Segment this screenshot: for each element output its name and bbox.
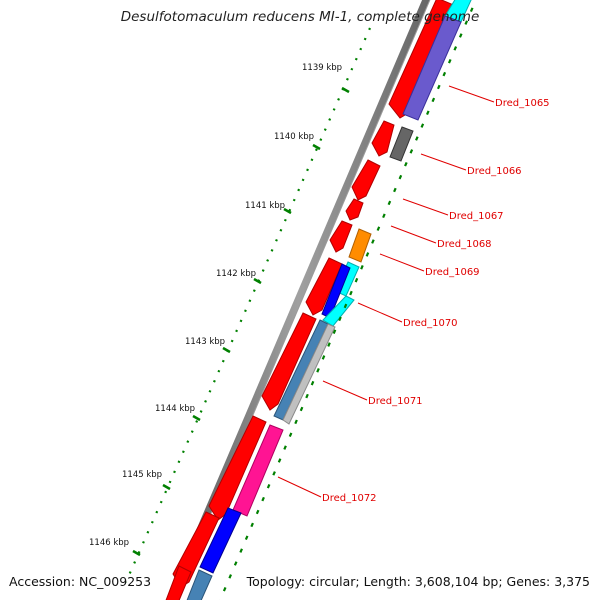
leader-line (390, 225, 437, 244)
tick-mark (312, 143, 321, 151)
tick-mark (341, 86, 350, 94)
leader-lines (277, 85, 495, 498)
cds-arrow (345, 198, 364, 221)
gene-label-dred-1071: Dred_1071 (368, 396, 423, 407)
cds-arrow (329, 220, 353, 253)
tick-mark (253, 277, 262, 285)
feature-bar-gray (389, 126, 414, 162)
gene-label-dred-1069: Dred_1069 (425, 267, 480, 278)
tick-mark (222, 346, 231, 354)
feature-bar-purple (402, 15, 462, 121)
tick-label: 1143 kbp (185, 337, 225, 347)
cds-arrow (208, 415, 267, 521)
feature-bar-orange (348, 228, 372, 263)
tick-mark (283, 207, 292, 215)
kbp-ticks (132, 86, 350, 557)
gene-label-dred-1072: Dred_1072 (322, 493, 377, 504)
feature-lane (186, 0, 472, 600)
kbp-labels: 1139 kbp 1140 kbp 1141 kbp 1142 kbp 1143… (89, 63, 342, 548)
gene-label-dred-1068: Dred_1068 (437, 239, 492, 250)
leader-line (322, 380, 368, 401)
tick-label: 1140 kbp (274, 132, 314, 142)
gene-label-dred-1070: Dred_1070 (403, 318, 458, 329)
leader-line (448, 85, 495, 103)
gene-label-dred-1065: Dred_1065 (495, 98, 550, 109)
leader-line (420, 153, 467, 171)
leader-line (357, 302, 403, 323)
accession-text: Accession: NC_009253 (9, 574, 152, 589)
cds-arrow (305, 257, 343, 316)
tick-mark (192, 414, 201, 422)
genome-summary-text: Topology: circular; Length: 3,608,104 bp… (246, 574, 590, 589)
leader-line (402, 198, 449, 216)
cds-arrow (371, 120, 395, 157)
cds-arrow (261, 312, 317, 411)
tick-label: 1139 kbp (302, 63, 342, 73)
map-title: Desulfotomaculum reducens MI-1, complete… (120, 9, 480, 25)
scale-dotted-line (124, 27, 372, 583)
tick-label: 1144 kbp (155, 404, 195, 414)
gene-label-dred-1066: Dred_1066 (467, 166, 522, 177)
leader-line (379, 253, 425, 272)
tick-label: 1141 kbp (245, 201, 285, 211)
feature-bar-blue (199, 507, 242, 574)
gene-label-dred-1067: Dred_1067 (449, 211, 504, 222)
leader-line (277, 476, 322, 498)
cds-arrow (165, 565, 192, 600)
feature-bar-silver (282, 323, 336, 425)
tick-mark (132, 549, 141, 557)
cds-arrow (351, 159, 381, 201)
genome-backbone (166, 0, 431, 600)
gene-labels: Dred_1065 Dred_1066 Dred_1067 Dred_1068 … (322, 98, 550, 504)
feature-bar-steelblue (186, 569, 213, 600)
tick-mark (162, 483, 171, 491)
tick-label: 1145 kbp (122, 470, 162, 480)
feature-bar-pink (232, 424, 284, 517)
tick-label: 1142 kbp (216, 269, 256, 279)
tick-label: 1146 kbp (89, 538, 129, 548)
